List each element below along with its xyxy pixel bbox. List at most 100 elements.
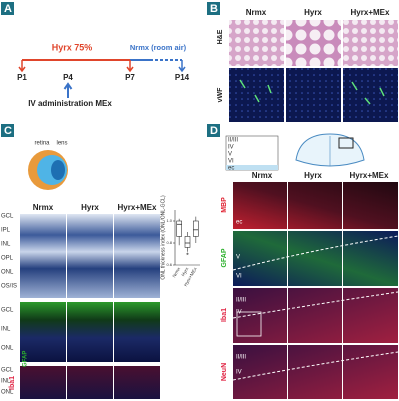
arrow xyxy=(178,60,186,73)
y-tick-label: 1.0 xyxy=(166,218,172,223)
row-label: Iba1 xyxy=(221,308,228,322)
micrograph xyxy=(233,182,398,229)
micrograph xyxy=(233,231,398,286)
arrow xyxy=(63,82,73,98)
y-axis-label: ONL thickness index (ONL/ONL-GCL) xyxy=(160,195,166,280)
layer-label: OPL xyxy=(1,256,14,262)
boundary xyxy=(232,235,399,381)
row-label: MBP xyxy=(221,197,228,213)
panel-c: retina lens Nrmx Hyrx Hyrx+MEx GCL IPL INL… xyxy=(1,141,160,399)
column-header: Hyrx xyxy=(304,8,322,17)
layer-label: GCL xyxy=(1,214,14,220)
micrograph xyxy=(20,366,160,399)
label-box xyxy=(207,2,220,15)
eye-label: lens xyxy=(56,141,67,147)
day-label: P7 xyxy=(125,73,135,82)
row-label: vWF xyxy=(217,87,224,103)
row-label: NeuN xyxy=(221,363,228,381)
x-tick-label: Hyrx xyxy=(180,266,189,277)
roi-box xyxy=(338,137,354,149)
panel-label: B xyxy=(210,3,218,15)
micrograph xyxy=(67,214,113,298)
micrograph xyxy=(343,68,398,122)
layer-diagram xyxy=(226,165,278,170)
box xyxy=(184,236,191,248)
column-header: Nrmx xyxy=(33,203,54,212)
layer-label: ONL xyxy=(1,346,14,352)
y-tick-label: 0.6 xyxy=(166,262,172,267)
image-label: VI xyxy=(236,274,242,280)
micrograph xyxy=(229,20,284,66)
annotation: * xyxy=(186,253,189,260)
inset xyxy=(236,311,262,337)
layer-label: OS/IS xyxy=(1,284,17,290)
image-label: IV xyxy=(236,310,242,316)
column-header: Hyrx+MEx xyxy=(351,8,390,17)
label-box xyxy=(1,2,14,15)
panel-label: C xyxy=(4,125,12,137)
layer-label: GCL xyxy=(1,368,14,374)
column-header: Hyrx xyxy=(81,203,99,212)
column-header: Hyrx+MEx xyxy=(118,203,157,212)
micrograph xyxy=(286,68,341,122)
panel-b: Nrmx Hyrx Hyrx+MEx H&E vWF xyxy=(217,8,398,122)
layer-label: INL xyxy=(1,379,11,385)
day-label: P14 xyxy=(175,73,190,82)
layer-label: INL xyxy=(1,242,11,248)
stain-label: Iba1 xyxy=(9,376,16,390)
layer-label: INL xyxy=(1,327,11,333)
vessels xyxy=(239,79,385,105)
arrow xyxy=(126,60,134,73)
panel-d: Nrmx Hyrx Hyrx+MEx II/IIIIVVVIecMBPGFAPI… xyxy=(221,133,399,399)
image-label: IV xyxy=(236,370,242,376)
layer-label: II/III xyxy=(228,138,238,144)
column-header: Hyrx xyxy=(304,171,322,180)
day-label: P1 xyxy=(17,73,27,82)
micrograph xyxy=(20,214,66,298)
label-box xyxy=(207,124,220,137)
image-label: II/III xyxy=(236,355,246,361)
layer-label: V xyxy=(228,152,232,158)
injection-label: IV administration MEx xyxy=(28,99,112,108)
stain-label: GFAP xyxy=(23,351,29,367)
micrograph xyxy=(233,288,398,343)
box xyxy=(193,220,199,237)
column-header: Nrmx xyxy=(252,171,273,180)
micrograph xyxy=(343,20,398,66)
image-label: ec xyxy=(236,220,242,226)
layer-label: ONL xyxy=(1,390,14,396)
box xyxy=(176,220,182,237)
micrograph xyxy=(229,68,284,122)
hyrx-label: Hyrx 75% xyxy=(52,42,93,52)
layer-diagram xyxy=(225,135,279,171)
micrograph xyxy=(286,20,341,66)
y-tick-label: 0.8 xyxy=(166,240,172,245)
nrmx-label: Nrmx (room air) xyxy=(130,43,187,52)
micrograph xyxy=(233,345,398,399)
timeline: Hyrx 75% Nrmx (room air) P1 P4 P7 P14 IV… xyxy=(17,42,190,108)
layer-label: GCL xyxy=(1,308,14,314)
panel-label: A xyxy=(4,3,12,15)
layer-label: ONL xyxy=(1,270,14,276)
layer-label: IV xyxy=(228,145,234,151)
row-label: H&E xyxy=(217,29,224,44)
panel-label: D xyxy=(210,125,218,137)
day-label: P4 xyxy=(63,73,73,82)
x-tick-label: Nrmx xyxy=(171,266,181,278)
label-box xyxy=(1,124,14,137)
layer-label: ec xyxy=(228,166,234,172)
panel-labels: A B C D xyxy=(1,2,220,137)
column-header: Nrmx xyxy=(246,8,267,17)
micrograph xyxy=(20,302,160,362)
row-label: GFAP xyxy=(221,248,228,267)
layer-label: VI xyxy=(228,159,234,165)
micrograph xyxy=(114,214,160,298)
eye-drawing xyxy=(51,160,65,180)
eye-label: retina xyxy=(34,141,50,147)
column-header: Hyrx+MEx xyxy=(350,171,389,180)
layer-label: IPL xyxy=(1,228,11,234)
image-label: V xyxy=(236,255,240,261)
arrow xyxy=(18,60,26,73)
